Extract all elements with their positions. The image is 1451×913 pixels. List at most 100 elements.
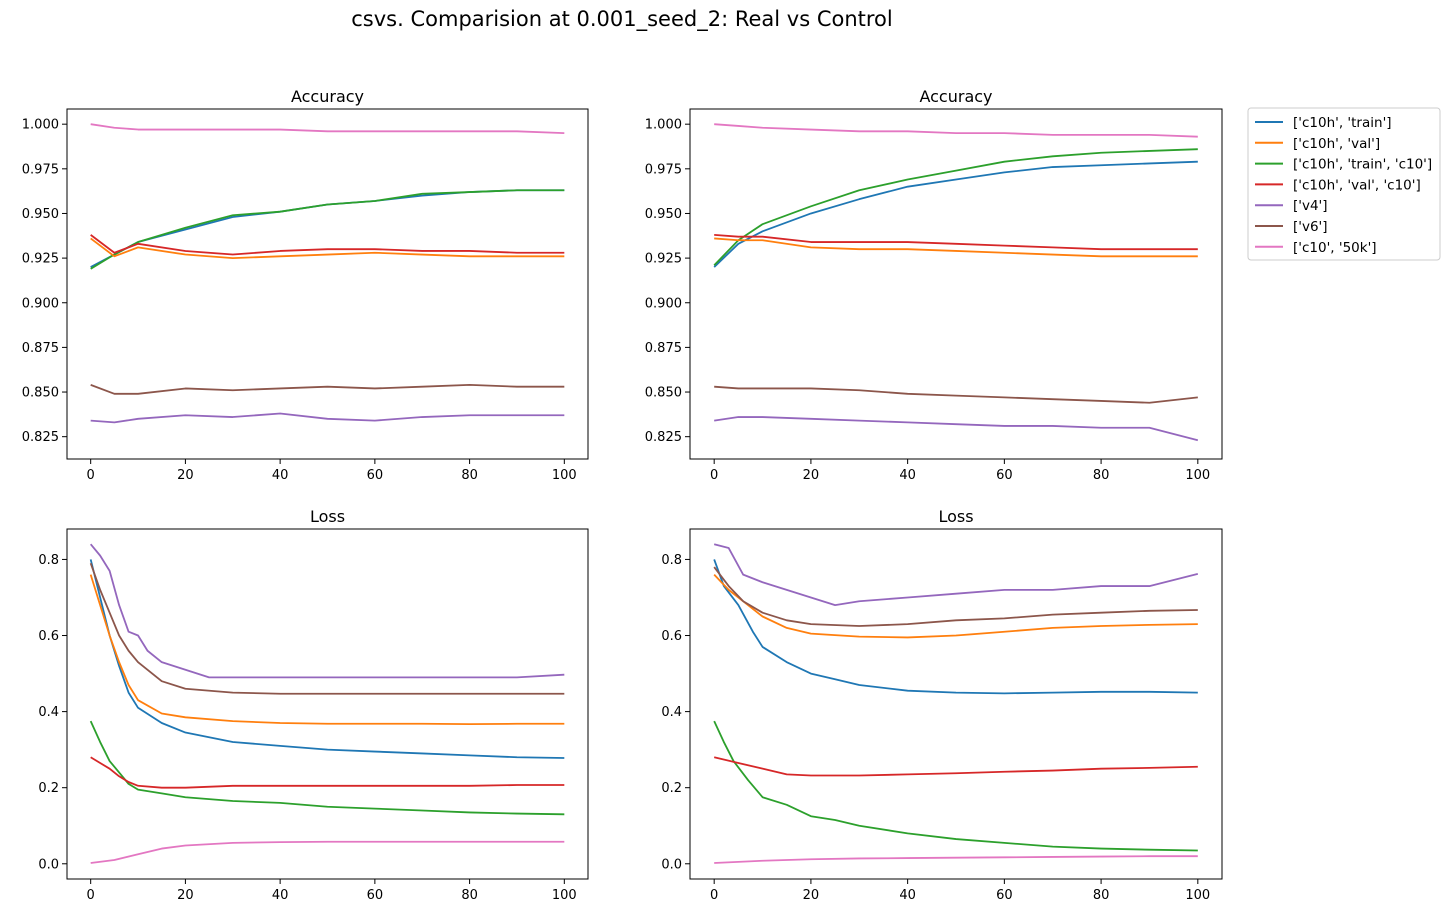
series-line-c10h_train_c10 [713, 148, 1198, 266]
y-tick-label: 0.6 [38, 629, 59, 644]
legend-entry: ['v6'] [1255, 219, 1328, 235]
subplot-tl: Accuracy 0 20 40 60 80 100 0.825 0.850 0.875 0.900… [22, 87, 589, 483]
legend-label: ['v6'] [1293, 219, 1328, 235]
series-line-c10h_val [714, 237, 1198, 258]
legend-label: ['c10h', 'train', 'c10'] [1293, 157, 1432, 173]
series-line-c10h_train [713, 559, 1198, 695]
legend: ['c10h', 'train'] ['c10h', 'val'] ['c10h',… [1247, 107, 1441, 261]
y-tick-label: 0.825 [645, 430, 682, 445]
x-tick-label: 0 [710, 468, 718, 483]
subplot-title: Accuracy [291, 87, 364, 106]
subplot-br: Loss 0 20 40 60 80 100 0.0 0.2 0.4 0.6 0.8 [661, 507, 1223, 903]
x-tick-label: 80 [461, 468, 478, 483]
axes-frame [689, 528, 1223, 880]
y-tick-label: 1.000 [22, 118, 59, 133]
y-tick-label: 0.4 [661, 705, 682, 720]
series-line-c10_50k [714, 123, 1198, 138]
legend-entry: ['c10h', 'val'] [1255, 136, 1380, 152]
x-tick-label: 40 [899, 888, 916, 903]
series-line-v6 [89, 562, 565, 695]
series-line-v4 [714, 416, 1199, 442]
x-tick-label: 20 [177, 468, 194, 483]
subplot-bl: Loss 0 20 40 60 80 100 0.0 0.2 0.4 0.6 0.8 [38, 507, 589, 903]
y-tick-label: 0.6 [661, 629, 682, 644]
series-line-v6 [714, 385, 1198, 404]
y-tick-label: 0.8 [38, 553, 59, 568]
series-line-c10h_train [713, 160, 1198, 268]
y-tick-label: 0.4 [38, 705, 59, 720]
series-line-c10h_val [89, 574, 565, 726]
legend-entry: ['c10h', 'val', 'c10'] [1255, 177, 1421, 193]
y-tick-label: 0.875 [645, 341, 682, 356]
y-tick-label: 0.2 [38, 781, 59, 796]
legend-label: ['c10h', 'val', 'c10'] [1293, 177, 1421, 193]
y-tick-label: 0.8 [661, 553, 682, 568]
x-tick-label: 80 [461, 888, 478, 903]
axes-frame [66, 108, 589, 460]
series-line-c10h_val_c10 [713, 756, 1198, 777]
x-tick-label: 40 [272, 468, 289, 483]
x-tick-label: 100 [1185, 468, 1210, 483]
legend-entry: ['c10', '50k'] [1255, 240, 1377, 256]
x-tick-label: 100 [552, 888, 577, 903]
series-line-c10h_val_c10 [90, 234, 565, 256]
x-tick-label: 40 [899, 468, 916, 483]
y-tick-label: 0.900 [22, 296, 59, 311]
y-tick-label: 0.950 [22, 207, 59, 222]
y-tick-label: 0.2 [661, 781, 682, 796]
x-tick-label: 100 [1185, 888, 1210, 903]
series-line-v4 [90, 412, 565, 424]
y-tick-label: 0.0 [38, 857, 59, 872]
y-tick-label: 0.850 [22, 386, 59, 401]
y-tick-label: 0.975 [645, 162, 682, 177]
figure-suptitle: csvs. Comparision at 0.001_seed_2: Real … [351, 7, 892, 32]
x-tick-label: 60 [367, 888, 384, 903]
x-tick-label: 80 [1093, 468, 1110, 483]
series-line-v6 [713, 566, 1198, 627]
series-line-c10_50k [90, 840, 565, 864]
y-tick-label: 0.925 [22, 252, 59, 267]
series-line-c10h_train_c10 [89, 720, 565, 816]
legend-label: ['c10', '50k'] [1293, 240, 1377, 256]
subplot-title: Accuracy [919, 87, 992, 106]
legend-label: ['v4'] [1293, 198, 1328, 214]
x-tick-label: 0 [87, 888, 95, 903]
y-tick-label: 0.900 [645, 296, 682, 311]
x-tick-label: 20 [803, 468, 820, 483]
subplot-title: Loss [310, 507, 345, 526]
y-tick-label: 0.925 [645, 252, 682, 267]
axes-frame [66, 528, 589, 880]
series-line-v4 [89, 543, 565, 679]
series-line-c10h_train_c10 [90, 189, 565, 270]
y-tick-label: 0.875 [22, 341, 59, 356]
series-line-c10h_val_c10 [90, 756, 565, 789]
legend-entry: ['v4'] [1255, 198, 1328, 214]
legend-label: ['c10h', 'val'] [1293, 136, 1380, 152]
series-line-c10h_val_c10 [714, 233, 1198, 251]
y-tick-label: 1.000 [645, 118, 682, 133]
subplot-tr: Accuracy 0 20 40 60 80 100 0.825 0.850 0.875 0.900… [645, 87, 1223, 483]
x-tick-label: 20 [803, 888, 820, 903]
x-tick-label: 60 [367, 468, 384, 483]
subplot-grid: Accuracy 0 20 40 60 80 100 0.825 0.850 0.875 0.900… [22, 87, 1223, 903]
axes-frame [689, 108, 1223, 460]
x-tick-label: 0 [87, 468, 95, 483]
y-tick-label: 0.825 [22, 430, 59, 445]
x-tick-label: 0 [710, 888, 718, 903]
series-line-c10h_val [90, 237, 565, 260]
y-tick-label: 0.0 [661, 857, 682, 872]
x-tick-label: 60 [996, 888, 1013, 903]
y-tick-label: 0.850 [645, 386, 682, 401]
legend-entry: ['c10h', 'train'] [1255, 115, 1392, 131]
x-tick-label: 40 [272, 888, 289, 903]
y-tick-label: 0.950 [645, 207, 682, 222]
series-line-c10h_train_c10 [713, 720, 1198, 852]
series-line-c10_50k [90, 123, 565, 135]
legend-frame [1247, 107, 1441, 261]
series-line-v4 [713, 543, 1199, 606]
series-line-c10_50k [714, 855, 1198, 864]
x-tick-label: 20 [177, 888, 194, 903]
y-tick-label: 0.975 [22, 162, 59, 177]
legend-label: ['c10h', 'train'] [1293, 115, 1392, 131]
